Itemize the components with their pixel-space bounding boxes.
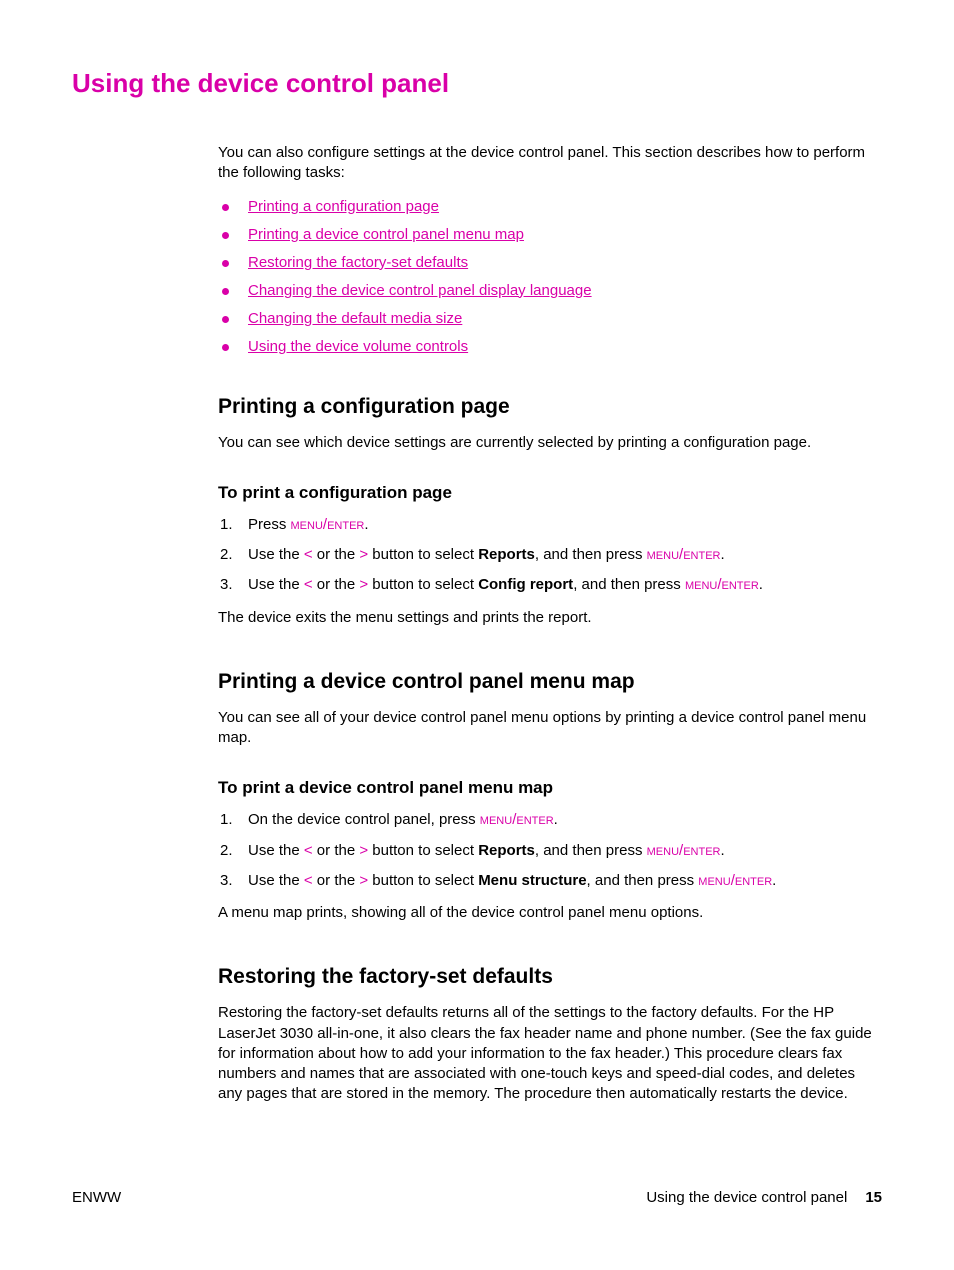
intro-text: You can also configure settings at the d… bbox=[218, 143, 882, 184]
bold-term: Reports bbox=[478, 842, 535, 859]
toc-link[interactable]: Restoring the factory-set defaults bbox=[248, 254, 468, 271]
section-after: A menu map prints, showing all of the de… bbox=[218, 903, 882, 923]
key-label: menu/enter bbox=[647, 842, 721, 859]
subsection-heading: To print a device control panel menu map bbox=[218, 778, 882, 798]
key-symbol: > bbox=[359, 546, 368, 563]
section-heading: Printing a configuration page bbox=[218, 395, 882, 419]
step-item: On the device control panel, press menu/… bbox=[218, 810, 882, 830]
section-body: You can see which device settings are cu… bbox=[218, 433, 882, 453]
bullet-icon bbox=[222, 232, 229, 239]
bullet-icon bbox=[222, 344, 229, 351]
bold-term: Menu structure bbox=[478, 872, 586, 889]
list-item: Changing the device control panel displa… bbox=[218, 282, 882, 299]
subsection-heading: To print a configuration page bbox=[218, 483, 882, 503]
section-body: Restoring the factory-set defaults retur… bbox=[218, 1003, 882, 1104]
bullet-icon bbox=[222, 260, 229, 267]
step-item: Use the < or the > button to select Repo… bbox=[218, 841, 882, 861]
page-title: Using the device control panel bbox=[72, 68, 882, 99]
bullet-icon bbox=[222, 204, 229, 211]
page-number: 15 bbox=[865, 1189, 882, 1206]
key-symbol: > bbox=[359, 576, 368, 593]
section-after: The device exits the menu settings and p… bbox=[218, 608, 882, 628]
list-item: Restoring the factory-set defaults bbox=[218, 254, 882, 271]
key-label: menu/enter bbox=[647, 546, 721, 563]
key-label: menu/enter bbox=[291, 516, 365, 533]
step-item: Press menu/enter. bbox=[218, 515, 882, 535]
key-label: menu/enter bbox=[480, 811, 554, 828]
steps-list: On the device control panel, press menu/… bbox=[218, 810, 882, 891]
section-body: You can see all of your device control p… bbox=[218, 708, 882, 749]
toc-link[interactable]: Changing the default media size bbox=[248, 310, 462, 327]
toc-link[interactable]: Changing the device control panel displa… bbox=[248, 282, 592, 299]
bold-term: Config report bbox=[478, 576, 573, 593]
toc-link[interactable]: Printing a device control panel menu map bbox=[248, 226, 524, 243]
step-item: Use the < or the > button to select Repo… bbox=[218, 545, 882, 565]
link-list: Printing a configuration page Printing a … bbox=[218, 198, 882, 355]
footer-left: ENWW bbox=[72, 1189, 121, 1206]
toc-link[interactable]: Printing a configuration page bbox=[248, 198, 439, 215]
bullet-icon bbox=[222, 316, 229, 323]
footer-right: Using the device control panel15 bbox=[646, 1189, 882, 1206]
toc-link[interactable]: Using the device volume controls bbox=[248, 338, 468, 355]
key-symbol: > bbox=[359, 872, 368, 889]
key-symbol: > bbox=[359, 842, 368, 859]
key-symbol: < bbox=[304, 546, 313, 563]
bullet-icon bbox=[222, 288, 229, 295]
key-label: menu/enter bbox=[685, 576, 759, 593]
step-item: Use the < or the > button to select Conf… bbox=[218, 575, 882, 595]
section-heading: Restoring the factory-set defaults bbox=[218, 965, 882, 989]
list-item: Printing a configuration page bbox=[218, 198, 882, 215]
list-item: Changing the default media size bbox=[218, 310, 882, 327]
list-item: Printing a device control panel menu map bbox=[218, 226, 882, 243]
page-footer: ENWW Using the device control panel15 bbox=[72, 1189, 882, 1206]
list-item: Using the device volume controls bbox=[218, 338, 882, 355]
bold-term: Reports bbox=[478, 546, 535, 563]
step-item: Use the < or the > button to select Menu… bbox=[218, 871, 882, 891]
section-heading: Printing a device control panel menu map bbox=[218, 670, 882, 694]
steps-list: Press menu/enter. Use the < or the > but… bbox=[218, 515, 882, 596]
key-symbol: < bbox=[304, 576, 313, 593]
key-symbol: < bbox=[304, 872, 313, 889]
key-label: menu/enter bbox=[698, 872, 772, 889]
key-symbol: < bbox=[304, 842, 313, 859]
